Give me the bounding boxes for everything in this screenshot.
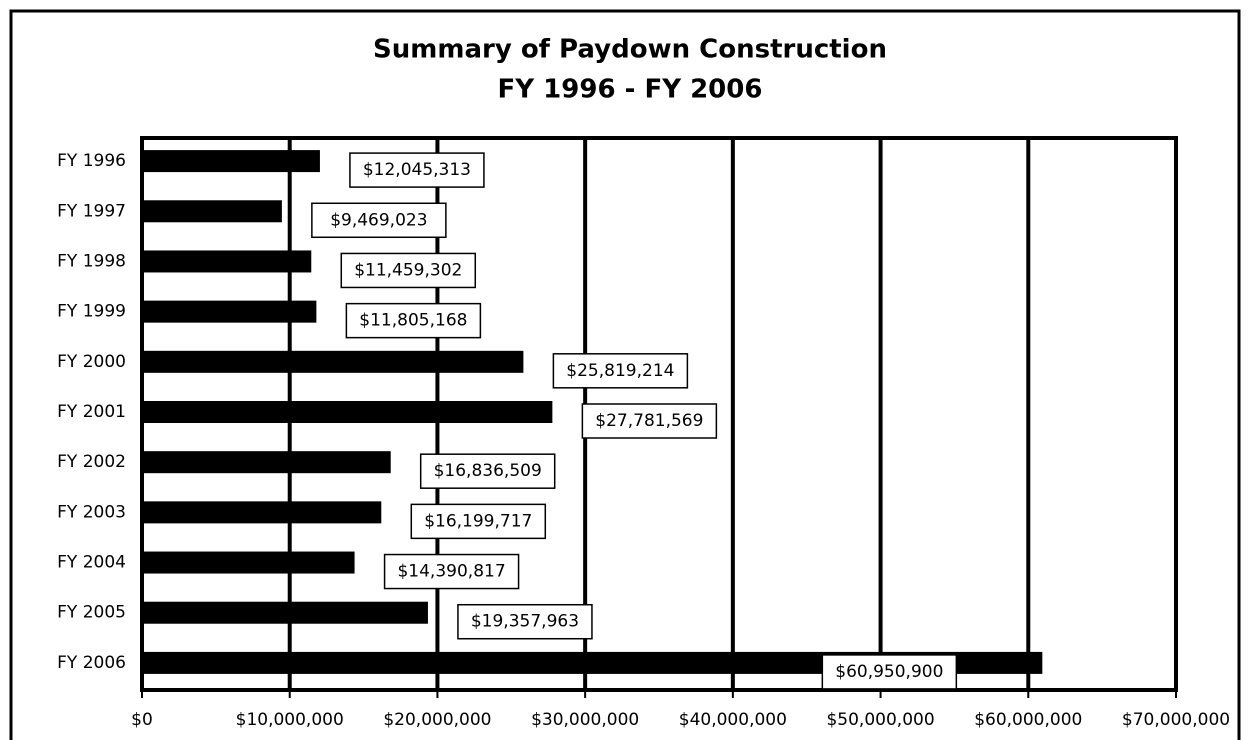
value-label-box [340,252,477,289]
value-label-box [311,202,447,239]
x-tick-label: $50,000,000 [826,710,934,730]
value-label-box [345,302,482,339]
y-tick-label: FY 1999 [57,302,126,322]
chart-title: Summary of Paydown Construction [373,35,887,65]
bar [142,150,320,173]
value-label: $11,459,302 [354,260,462,280]
x-tick-label: $10,000,000 [236,710,344,730]
y-tick-label: FY 1998 [57,251,126,271]
value-label-box [552,353,689,389]
bar [142,601,428,624]
bar [142,651,1043,674]
value-label: $14,390,817 [397,562,505,582]
y-tick-label: FY 2004 [57,553,126,573]
y-tick-label: FY 2006 [57,653,126,673]
value-label: $12,045,313 [363,160,471,180]
value-label: $25,819,214 [566,361,674,381]
chart-subtitle: FY 1996 - FY 2006 [498,75,763,105]
y-tick-label: FY 2001 [57,402,126,422]
bar [142,250,312,273]
x-tick-label: $0 [131,710,153,730]
value-label: $19,357,963 [471,612,579,632]
bar [142,451,391,474]
bar [142,350,524,373]
value-label-box [821,654,958,690]
value-label-box [581,403,718,439]
x-tick-label: $40,000,000 [679,710,787,730]
y-tick-label: FY 1996 [57,151,126,171]
y-tick-label: FY 2000 [57,352,126,372]
bar [142,300,317,323]
bar [142,401,553,423]
value-label: $16,836,509 [434,461,542,481]
value-label: $9,469,023 [330,210,427,230]
y-tick-label: FY 2005 [57,603,126,623]
y-tick-label: FY 2002 [57,452,126,472]
y-tick-label: FY 2003 [57,502,126,522]
value-label: $60,950,900 [835,662,943,682]
value-label: $16,199,717 [424,511,532,531]
value-label: $27,781,569 [595,411,703,431]
x-tick-label: $30,000,000 [531,710,639,730]
bar [142,501,382,524]
value-label-box [419,453,556,489]
bar [142,200,282,223]
x-tick-label: $20,000,000 [383,710,491,730]
x-tick-label: $70,000,000 [1122,710,1230,730]
value-label-box [383,553,520,590]
bar [142,551,355,574]
outer-frame [9,9,1241,740]
y-tick-label: FY 1997 [57,201,126,221]
value-label-box [349,152,485,188]
value-label: $11,805,168 [359,311,467,331]
value-label-box [410,503,547,540]
x-tick-label: $60,000,000 [974,710,1082,730]
value-label-box [457,603,593,640]
